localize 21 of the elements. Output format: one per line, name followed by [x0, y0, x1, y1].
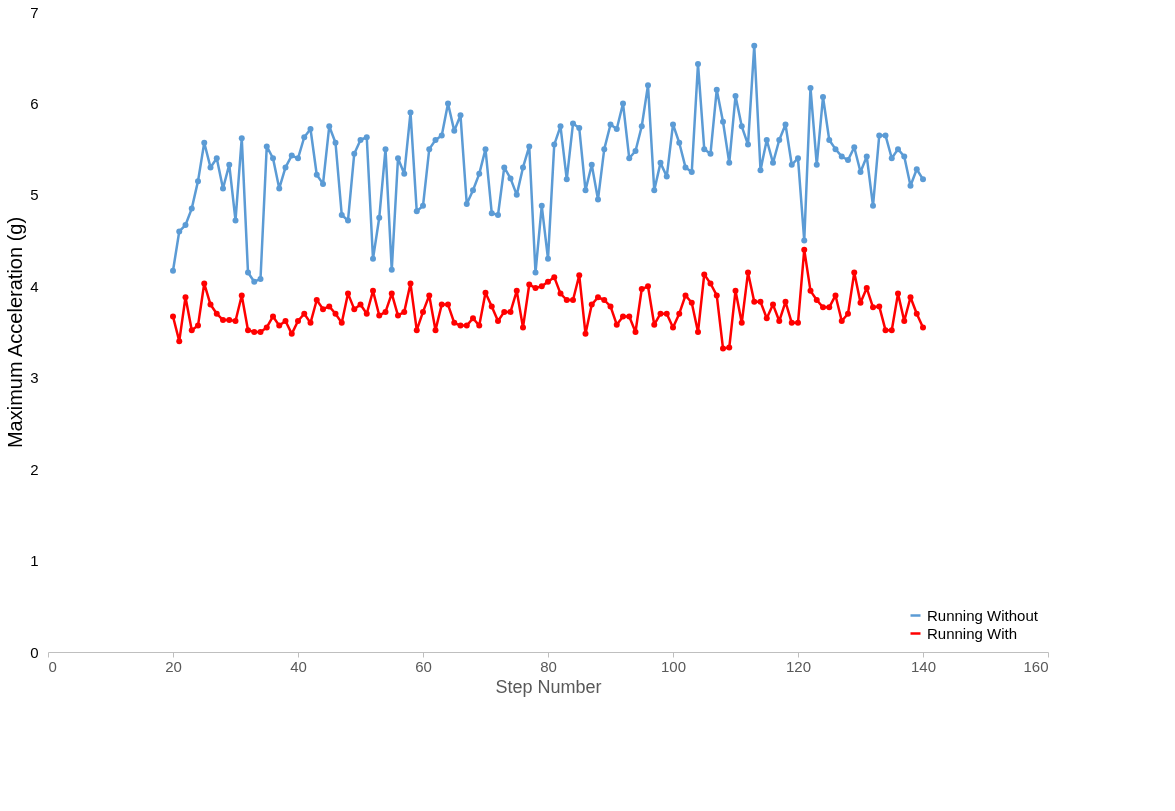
- x-tick-label: 60: [415, 657, 432, 675]
- x-tick-label: 20: [165, 657, 182, 675]
- y-axis-title: Maximum Acceleration (g): [4, 216, 27, 449]
- x-tick-label: 160: [1023, 657, 1049, 675]
- y-tick-label: 0: [30, 643, 39, 661]
- y-tick-label: 6: [30, 94, 39, 112]
- x-tick-label: 80: [540, 657, 557, 675]
- y-tick-label: 5: [30, 186, 39, 204]
- y-tick-label: 1: [30, 552, 39, 570]
- y-tick-label: 3: [30, 369, 39, 387]
- y-tick-label: 7: [30, 3, 39, 21]
- y-tick-label: 2: [30, 460, 39, 478]
- x-tick-label: 0: [48, 657, 57, 675]
- y-tick-label: 4: [30, 277, 39, 295]
- x-axis-title: Step Number: [495, 676, 602, 697]
- legend-label: Running With: [927, 624, 1018, 642]
- x-tick-label: 40: [290, 657, 307, 675]
- x-tick-label: 100: [660, 657, 687, 675]
- legend-label: Running Without: [927, 606, 1039, 624]
- x-tick-label: 140: [910, 657, 937, 675]
- x-tick-label: 120: [785, 657, 812, 675]
